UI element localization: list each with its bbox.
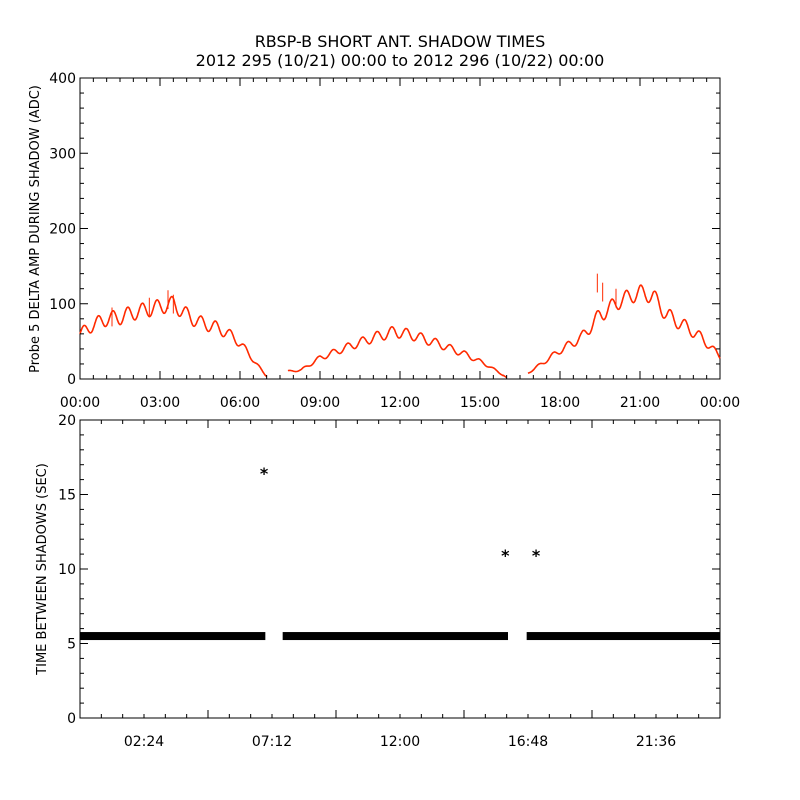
y-axis-label-bottom: TIME BETWEEN SHADOWS (SEC) xyxy=(35,463,50,676)
y-tick-label: 10 xyxy=(58,562,76,578)
x-tick-label: 00:00 xyxy=(700,395,740,411)
chart-title: RBSP-B SHORT ANT. SHADOW TIMES xyxy=(254,32,546,51)
y-axis-label-top: Probe 5 DELTA AMP DURING SHADOW (ADC) xyxy=(28,85,43,373)
chart-subtitle: 2012 295 (10/21) 00:00 to 2012 296 (10/2… xyxy=(195,51,605,70)
x-tick-label: 18:00 xyxy=(540,395,580,411)
plot-frame-bottom xyxy=(79,419,721,719)
x-tick-label: 16:48 xyxy=(508,734,548,750)
x-tick-label: 09:00 xyxy=(300,395,340,411)
x-tick-label: 03:00 xyxy=(140,395,180,411)
y-tick-label: 0 xyxy=(67,372,76,388)
axes-bottom: 0 5 10 15 20 02:24 07:12 12:00 16:48 21:36 xyxy=(58,413,721,750)
shadow-interval-band-3 xyxy=(526,632,720,641)
shadow-interval-band-2 xyxy=(282,632,508,641)
x-tick-label: 02:24 xyxy=(124,734,164,750)
y-tick-label: 100 xyxy=(49,297,76,313)
y-tick-label: 300 xyxy=(49,146,76,162)
axes-top: 0 100 200 300 400 00:00 03:00 06:00 09:00 12:00 15… xyxy=(49,71,740,411)
x-tick-label: 21:36 xyxy=(636,734,676,750)
x-tick-label: 21:00 xyxy=(620,395,660,411)
x-tick-label: 12:00 xyxy=(380,395,420,411)
y-tick-label: 400 xyxy=(49,71,76,87)
y-tick-label: 200 xyxy=(49,222,76,238)
x-tick-label: 15:00 xyxy=(460,395,500,411)
x-tick-label: 07:12 xyxy=(252,734,292,750)
shadow-time-layer: * * * xyxy=(80,464,720,641)
x-tick-label: 12:00 xyxy=(380,734,420,750)
shadow-interval-band-1 xyxy=(80,632,266,641)
amp-series-segment-3 xyxy=(527,284,721,374)
x-tick-label: 00:00 xyxy=(60,395,100,411)
plot-frame-top xyxy=(79,77,721,380)
amp-series-segment-2 xyxy=(287,325,508,379)
panel-time-between: * * * 0 5 10 15 20 02:24 07:12 12:00 16:48 21:36 TI… xyxy=(35,413,721,750)
shadow-outlier-point-2: * xyxy=(501,546,510,565)
y-tick-label: 0 xyxy=(67,711,76,727)
shadow-outlier-point-1: * xyxy=(260,464,269,483)
shadow-outlier-point-3: * xyxy=(532,546,541,565)
y-tick-label: 15 xyxy=(58,488,76,504)
x-tick-label: 06:00 xyxy=(220,395,260,411)
y-tick-label: 20 xyxy=(58,413,76,429)
panel-delta-amp: 0 100 200 300 400 00:00 03:00 06:00 09:00 12:00 15… xyxy=(28,71,740,411)
amp-trace-layer xyxy=(79,273,721,379)
y-tick-label: 5 xyxy=(67,637,76,653)
